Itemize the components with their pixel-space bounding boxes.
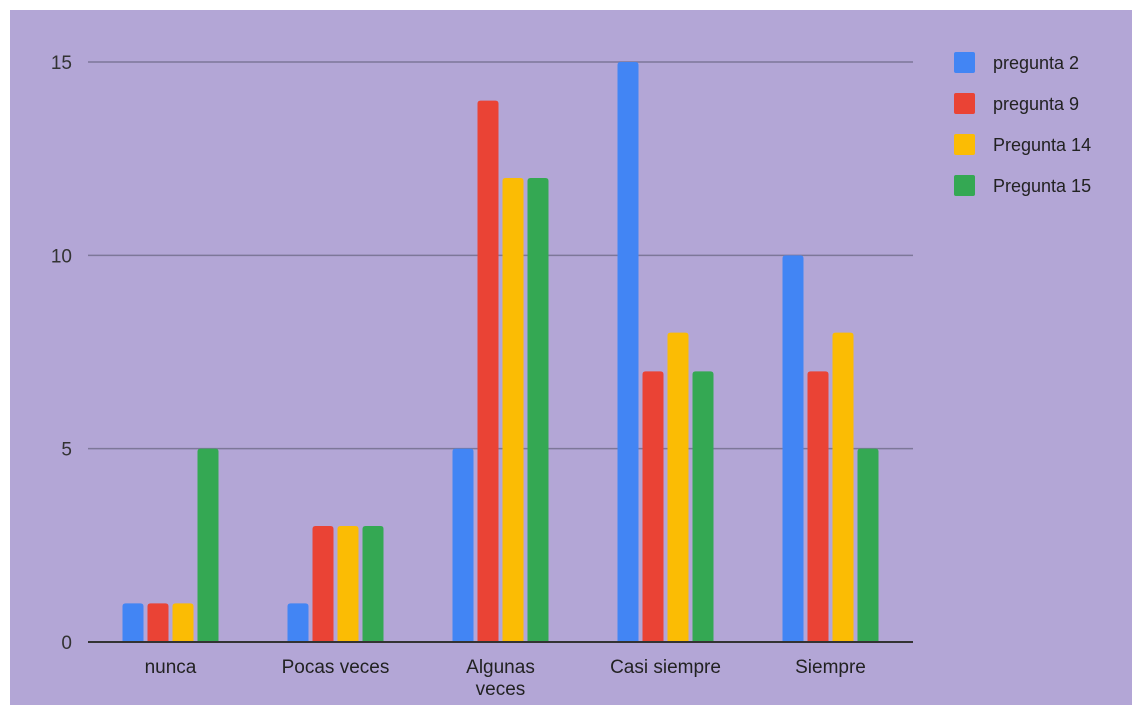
x-tick-label: nunca: [145, 657, 197, 678]
legend-swatch: [954, 134, 975, 155]
legend-swatch: [954, 175, 975, 196]
bar: [527, 178, 549, 642]
x-tick-label: Siempre: [795, 657, 866, 678]
legend-label: pregunta 2: [993, 53, 1079, 73]
x-tick-label: Pocas veces: [282, 657, 390, 678]
y-tick-label: 10: [51, 246, 72, 267]
bar: [692, 371, 714, 642]
bar: [197, 448, 219, 642]
bar: [502, 178, 524, 642]
chart-frame: 0 5 10 15 nunca Pocas veces Algunas veces Casi …: [10, 10, 1132, 705]
legend-label: Pregunta 14: [993, 135, 1091, 155]
bar: [452, 448, 474, 642]
bar: [832, 332, 854, 642]
gridlines: [88, 61, 913, 450]
y-axis-ticks: 0 5 10 15: [51, 53, 72, 654]
legend-swatch: [954, 93, 975, 114]
bar: [477, 100, 499, 642]
bar: [857, 448, 879, 642]
bar: [782, 255, 804, 643]
bar: [312, 526, 334, 642]
bars: [122, 62, 879, 643]
y-tick-label: 15: [51, 53, 72, 74]
bar: [362, 526, 384, 642]
legend-label: Pregunta 15: [993, 176, 1091, 196]
bar-chart: 0 5 10 15 nunca Pocas veces Algunas veces Casi …: [51, 52, 1091, 700]
x-tick-label: Algunas veces: [466, 657, 535, 700]
bar: [642, 371, 664, 642]
bar: [617, 62, 639, 642]
bar: [667, 332, 689, 642]
y-tick-label: 0: [61, 633, 72, 654]
bar: [172, 603, 194, 642]
bar: [147, 603, 169, 642]
legend-label: pregunta 9: [993, 94, 1079, 114]
legend: pregunta 2 pregunta 9 Pregunta 14 Pregunta …: [954, 52, 1091, 196]
x-tick-label: Casi siempre: [610, 657, 721, 678]
x-axis-labels: nunca Pocas veces Algunas veces Casi siempre…: [145, 657, 866, 700]
bar: [337, 526, 359, 642]
legend-swatch: [954, 52, 975, 73]
bar: [122, 603, 144, 642]
y-tick-label: 5: [61, 440, 72, 461]
bar: [287, 603, 309, 642]
bar: [807, 371, 829, 642]
